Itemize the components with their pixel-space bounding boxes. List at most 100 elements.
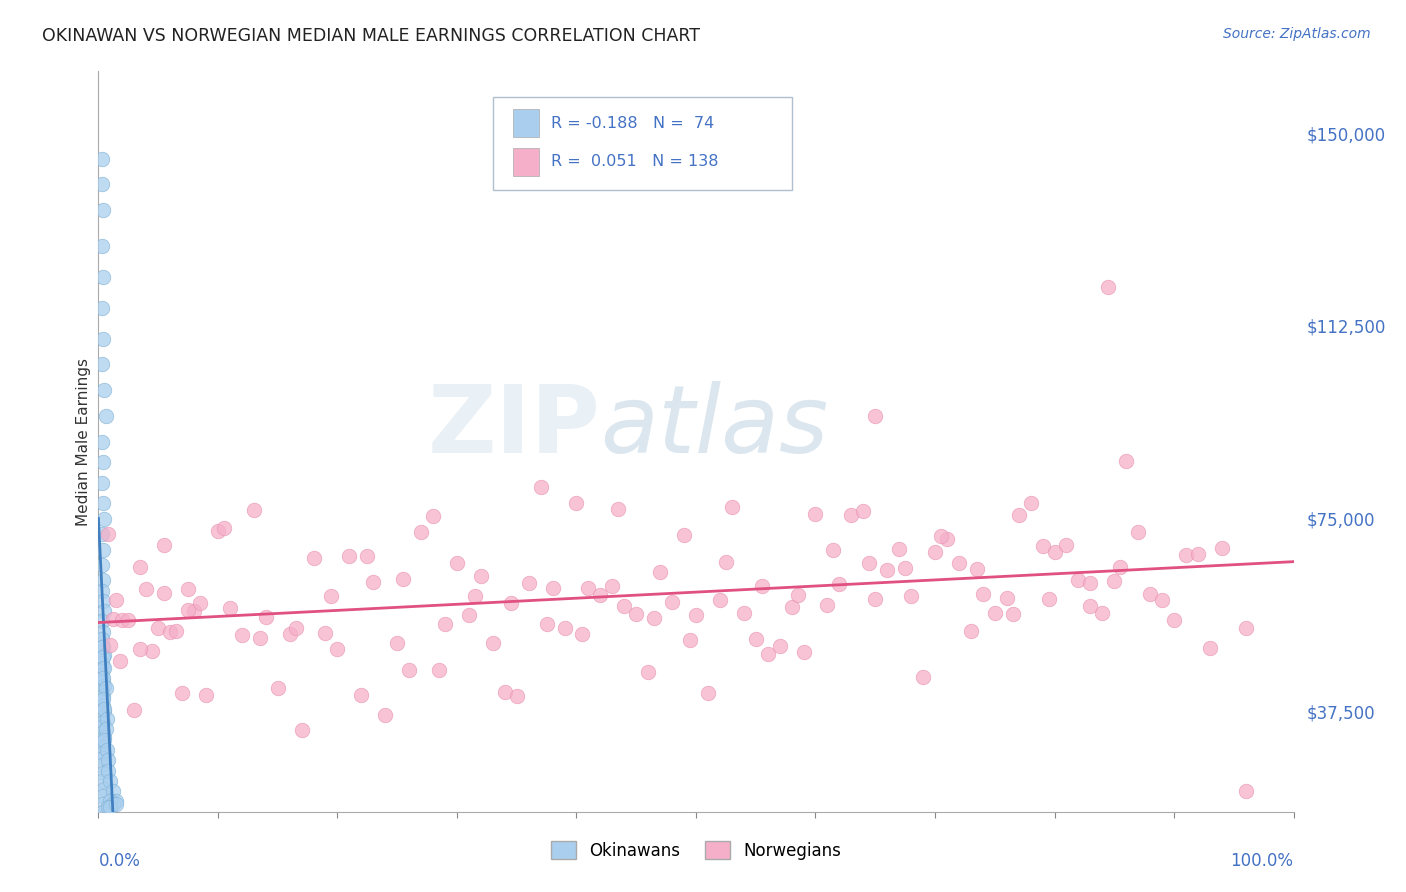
Point [93,679,115,693]
Point [93,383,115,397]
Point [385,635,409,649]
Point [91,542,114,557]
Point [751,579,773,593]
Point [709,593,731,607]
Point [530,480,553,494]
Point [661,595,683,609]
Point [254,609,277,624]
Point [972,586,994,600]
Point [1038,592,1060,607]
Point [1043,545,1066,559]
Point [494,685,516,699]
Point [1234,784,1257,798]
Point [1187,547,1209,561]
Point [91,773,114,788]
Point [105,592,128,607]
Point [894,561,917,575]
Point [1109,559,1132,574]
Point [153,538,176,552]
Point [91,673,114,688]
Point [506,689,529,703]
Point [648,565,672,579]
Point [929,529,952,543]
Point [91,203,114,218]
Point [1019,496,1042,510]
Point [427,663,450,677]
Point [98,773,122,788]
Point [363,575,385,590]
Point [398,663,420,677]
Point [219,601,242,615]
Point [91,583,114,598]
Point [911,670,934,684]
Text: R =  0.051   N = 138: R = 0.051 N = 138 [551,154,718,169]
Point [350,688,373,702]
Point [679,632,702,647]
Point [1104,574,1126,588]
Point [91,694,114,708]
Point [207,524,229,539]
Point [93,648,115,662]
Point [900,590,922,604]
Point [721,500,744,514]
Point [984,607,1007,621]
Point [1199,640,1222,655]
Point [91,714,114,729]
Point [91,239,114,253]
Point [858,556,880,570]
Point [98,794,122,808]
Point [91,650,114,665]
Point [135,582,157,596]
Point [589,588,612,602]
Point [326,642,349,657]
Point [91,797,114,811]
Point [91,789,114,804]
Point [745,632,768,646]
Point [1234,621,1257,635]
Point [1080,575,1102,590]
Point [541,581,564,595]
Point [141,644,163,658]
Point [1001,607,1024,621]
Point [94,409,117,423]
Point [960,624,983,639]
Point [124,703,146,717]
Point [93,604,115,618]
Point [129,642,152,657]
Point [91,671,114,685]
Point [177,582,200,596]
Point [1032,540,1054,554]
Point [780,600,803,615]
Point [578,581,600,595]
Point [249,631,271,645]
Point [339,549,361,563]
Point [91,689,114,703]
Point [446,556,468,570]
Point [93,661,115,675]
Point [1097,280,1119,294]
Point [91,699,114,714]
Point [91,301,114,315]
Point [91,574,114,588]
Point [93,702,115,716]
Point [356,549,378,563]
Point [91,358,114,372]
Point [93,730,115,744]
Point [129,560,152,574]
Point [536,617,558,632]
Point [841,508,863,523]
Point [188,596,211,610]
Point [91,624,114,639]
Point [97,764,120,778]
Point [91,740,114,755]
Point [392,572,415,586]
Text: OKINAWAN VS NORWEGIAN MEDIAN MALE EARNINGS CORRELATION CHART: OKINAWAN VS NORWEGIAN MEDIAN MALE EARNIN… [42,27,700,45]
Point [865,592,887,607]
Point [995,591,1018,605]
Y-axis label: Median Male Earnings: Median Male Earnings [76,358,91,525]
Point [1008,508,1031,523]
Point [105,794,128,808]
Point [183,604,205,618]
Point [101,784,124,798]
Point [470,569,492,583]
